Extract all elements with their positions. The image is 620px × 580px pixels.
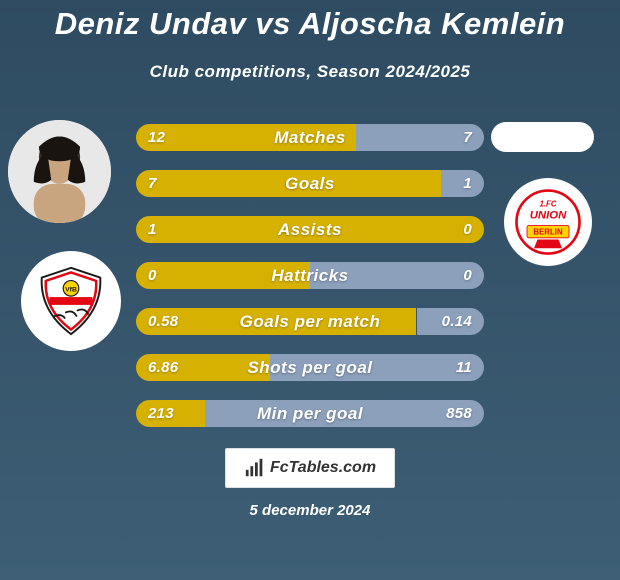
- comparison-card: Deniz Undav vs Aljoscha Kemlein Club com…: [0, 0, 620, 580]
- bars-chart-icon: [244, 457, 266, 479]
- stat-value-left: 6.86: [148, 354, 178, 381]
- svg-text:VfB: VfB: [65, 286, 77, 293]
- player-left-club-badge: VfB: [21, 251, 121, 351]
- svg-text:BERLIN: BERLIN: [533, 227, 563, 236]
- player-right-club-badge: 1.FC UNION BERLIN: [504, 178, 592, 266]
- stat-label: Assists: [136, 216, 484, 243]
- stat-row: Assists1 0: [136, 216, 484, 243]
- stat-row: Min per goal213 858: [136, 400, 484, 427]
- stat-label: Goals per match: [136, 308, 484, 335]
- stat-value-left: 0: [148, 262, 157, 289]
- stat-row: Shots per goal6.86 11: [136, 354, 484, 381]
- stat-value-left: 12: [148, 124, 165, 151]
- stat-value-right: 7: [463, 124, 472, 151]
- stat-row: Hattricks0 0: [136, 262, 484, 289]
- stat-label: Min per goal: [136, 400, 484, 427]
- stat-row: Goals7 1: [136, 170, 484, 197]
- stat-value-right: 0: [463, 216, 472, 243]
- stat-label: Shots per goal: [136, 354, 484, 381]
- stat-row: Goals per match0.58 0.14: [136, 308, 484, 335]
- stat-label: Matches: [136, 124, 484, 151]
- footer-logo[interactable]: FcTables.com: [225, 448, 395, 488]
- player-right-avatar: [491, 122, 594, 152]
- svg-text:1.FC: 1.FC: [539, 199, 556, 208]
- stat-value-right: 0.14: [442, 308, 472, 335]
- stat-value-left: 213: [148, 400, 174, 427]
- svg-text:UNION: UNION: [530, 210, 567, 222]
- footer-logo-text: FcTables.com: [270, 459, 376, 477]
- stat-value-left: 0.58: [148, 308, 178, 335]
- stat-value-right: 0: [463, 262, 472, 289]
- player-left-avatar: [8, 120, 111, 223]
- date-text: 5 december 2024: [0, 502, 620, 519]
- union-berlin-badge-icon: 1.FC UNION BERLIN: [513, 187, 583, 257]
- stat-value-right: 11: [456, 354, 472, 381]
- subtitle: Club competitions, Season 2024/2025: [0, 62, 620, 82]
- stat-label: Hattricks: [136, 262, 484, 289]
- stat-label: Goals: [136, 170, 484, 197]
- stat-row: Matches12 7: [136, 124, 484, 151]
- stat-value-right: 858: [446, 400, 472, 427]
- page-title: Deniz Undav vs Aljoscha Kemlein: [0, 6, 620, 42]
- vfb-stuttgart-badge-icon: VfB: [32, 262, 110, 340]
- person-silhouette-icon: [8, 120, 111, 223]
- stat-value-left: 1: [148, 216, 157, 243]
- stat-value-right: 1: [463, 170, 472, 197]
- stat-value-left: 7: [148, 170, 157, 197]
- stat-rows: Matches127Goals71Assists10Hattricks00Goa…: [136, 124, 484, 446]
